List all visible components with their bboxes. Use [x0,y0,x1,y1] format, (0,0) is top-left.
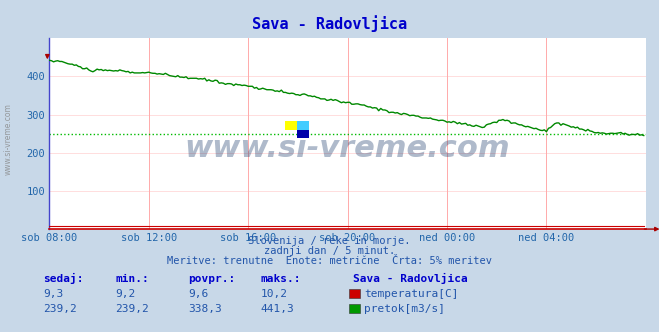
Text: zadnji dan / 5 minut.: zadnji dan / 5 minut. [264,246,395,256]
Text: www.si-vreme.com: www.si-vreme.com [3,104,13,175]
Text: Sava - Radovljica: Sava - Radovljica [252,15,407,32]
Text: www.si-vreme.com: www.si-vreme.com [185,134,511,163]
Text: maks.:: maks.: [260,274,301,284]
Bar [297,130,309,138]
Text: temperatura[C]: temperatura[C] [364,289,459,299]
Text: 9,3: 9,3 [43,289,63,299]
Text: Slovenija / reke in morje.: Slovenija / reke in morje. [248,236,411,246]
Text: 441,3: 441,3 [260,304,294,314]
Text: pretok[m3/s]: pretok[m3/s] [364,304,445,314]
Text: Sava - Radovljica: Sava - Radovljica [353,273,467,285]
Bar [285,121,297,130]
Text: 9,6: 9,6 [188,289,208,299]
Text: 338,3: 338,3 [188,304,221,314]
Text: 10,2: 10,2 [260,289,287,299]
Bar [297,121,309,130]
Text: 9,2: 9,2 [115,289,136,299]
Text: 239,2: 239,2 [43,304,76,314]
Text: 239,2: 239,2 [115,304,149,314]
Text: Meritve: trenutne  Enote: metrične  Črta: 5% meritev: Meritve: trenutne Enote: metrične Črta: … [167,256,492,266]
Text: povpr.:: povpr.: [188,274,235,284]
Text: sedaj:: sedaj: [43,273,83,285]
Text: min.:: min.: [115,274,149,284]
